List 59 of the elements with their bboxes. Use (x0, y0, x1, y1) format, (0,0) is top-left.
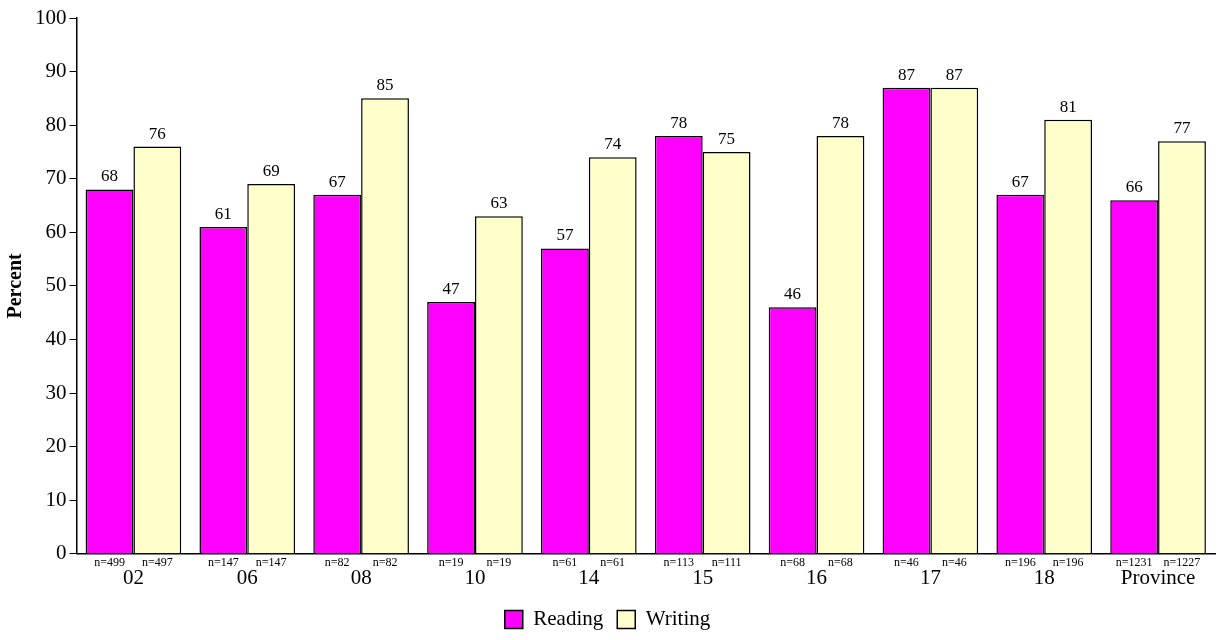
data-label: 87 (945, 64, 964, 84)
text: n=68 (780, 554, 806, 569)
text: n=1227 (1163, 554, 1201, 569)
text: n=46 (941, 554, 967, 569)
data-label: 67 (328, 171, 347, 191)
text: n=1231 (1115, 554, 1153, 569)
x-tick-label: 08 (350, 564, 372, 589)
text: n=46 (894, 554, 919, 569)
text: n=68 (828, 554, 853, 569)
data-label: 77 (1173, 118, 1191, 138)
text: n=61 (552, 554, 578, 569)
text: n=196 (1004, 554, 1036, 569)
y-tick-label: 10 (45, 486, 67, 511)
y-axis-title: Percent (3, 252, 26, 319)
text: n=196 (1052, 554, 1084, 569)
data-label: 47 (442, 278, 461, 298)
text: n=499 (94, 554, 125, 569)
y-tick-label: 90 (45, 58, 67, 83)
data-label: 46 (784, 284, 802, 304)
text: n=497 (141, 554, 173, 569)
y-tick-label: 60 (45, 218, 67, 243)
y-tick-label: 70 (45, 165, 67, 190)
data-label: 63 (490, 193, 508, 213)
legend-label: Reading (533, 606, 604, 631)
data-label: 66 (1125, 177, 1143, 197)
text: n=147 (207, 554, 239, 569)
x-tick-label: 14 (578, 564, 600, 589)
text: n=61 (600, 554, 626, 569)
y-tick-label: 80 (45, 111, 67, 136)
text: n=82 (372, 554, 398, 569)
data-label: 75 (718, 128, 736, 148)
data-label: 74 (604, 134, 622, 154)
data-label: 81 (1059, 96, 1077, 116)
y-tick-label: 50 (45, 272, 67, 297)
y-tick-label: 0 (56, 540, 67, 565)
text: n=19 (486, 554, 512, 569)
y-tick-label: 30 (45, 379, 67, 404)
legend-label: Writing (645, 606, 711, 631)
data-label: 61 (214, 203, 232, 223)
data-label: 76 (148, 123, 166, 143)
x-tick-label: 10 (464, 564, 486, 589)
x-tick-label: 17 (919, 564, 941, 589)
data-label: 67 (1011, 171, 1030, 191)
data-label: 78 (670, 112, 688, 132)
data-label: 78 (831, 112, 849, 132)
data-label: 85 (376, 75, 394, 95)
y-tick-label: 20 (45, 433, 67, 458)
text: n=111 (711, 554, 742, 569)
data-label: 57 (556, 225, 574, 245)
data-label: 68 (101, 166, 119, 186)
text: n=147 (255, 554, 287, 569)
x-tick-label: 16 (806, 564, 828, 589)
y-tick-label: 100 (35, 4, 67, 29)
text: n=19 (438, 554, 464, 569)
text: n=113 (663, 554, 694, 569)
data-label: 69 (262, 161, 280, 181)
y-tick-label: 40 (45, 326, 67, 350)
text: n=82 (324, 554, 350, 569)
data-label: 87 (897, 64, 916, 84)
